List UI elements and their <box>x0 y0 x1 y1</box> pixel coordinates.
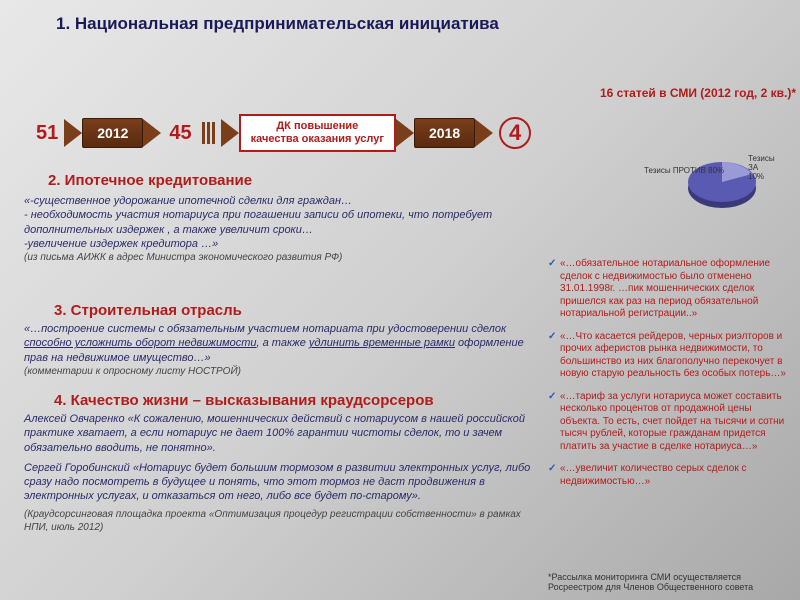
main-title: 1. Национальная предпринимательская иниц… <box>56 14 499 34</box>
number-51: 51 <box>36 122 58 145</box>
footer-note: *Рассылка мониторинга СМИ осуществляется… <box>548 572 792 592</box>
quote-3: «…тариф за услуги нотариуса может состав… <box>548 391 792 454</box>
section-4-heading: 4. Качество жизни – высказывания краудсо… <box>54 392 434 409</box>
arrow-icon <box>221 119 239 147</box>
quotes-column: «…обязательное нотариальное оформление с… <box>548 258 792 498</box>
arrow-icon <box>64 119 82 147</box>
bars-icon <box>202 122 215 144</box>
pie-label-for: Тезисы ЗА 10% <box>748 154 775 181</box>
slide-content: 1. Национальная предпринимательская иниц… <box>0 0 800 600</box>
quote-4: «…увеличит количество серых сделок с нед… <box>548 463 792 488</box>
dk-box: ДК повышение качества оказания услуг <box>239 114 396 152</box>
pie-chart: Тезисы ПРОТИВ 80% Тезисы ЗА 10% <box>652 138 772 228</box>
number-4: 4 <box>499 117 531 149</box>
top-right-note: 16 статей в СМИ (2012 год, 2 кв.)* <box>600 86 796 100</box>
flow-diagram: 51 2012 45 ДК повышение качества оказани… <box>36 114 531 152</box>
quote-2: «…Что касается рейдеров, черных риэлторо… <box>548 331 792 381</box>
arrow-icon <box>143 119 161 147</box>
section-2-heading: 2. Ипотечное кредитование <box>48 172 252 189</box>
number-45: 45 <box>169 122 191 145</box>
year-2012: 2012 <box>82 118 143 148</box>
section-4-text: Алексей Овчаренко «К сожалению, мошеннич… <box>24 412 534 534</box>
year-2018: 2018 <box>414 118 475 148</box>
arrow-icon <box>396 119 414 147</box>
pie-label-against: Тезисы ПРОТИВ 80% <box>644 166 724 175</box>
section-3-text: «…построение системы с обязательным учас… <box>24 322 524 378</box>
section-3-heading: 3. Строительная отрасль <box>54 302 242 319</box>
arrow-icon <box>475 119 493 147</box>
section-2-text: «-существенное удорожание ипотечной сдел… <box>24 194 494 264</box>
quote-1: «…обязательное нотариальное оформление с… <box>548 258 792 321</box>
